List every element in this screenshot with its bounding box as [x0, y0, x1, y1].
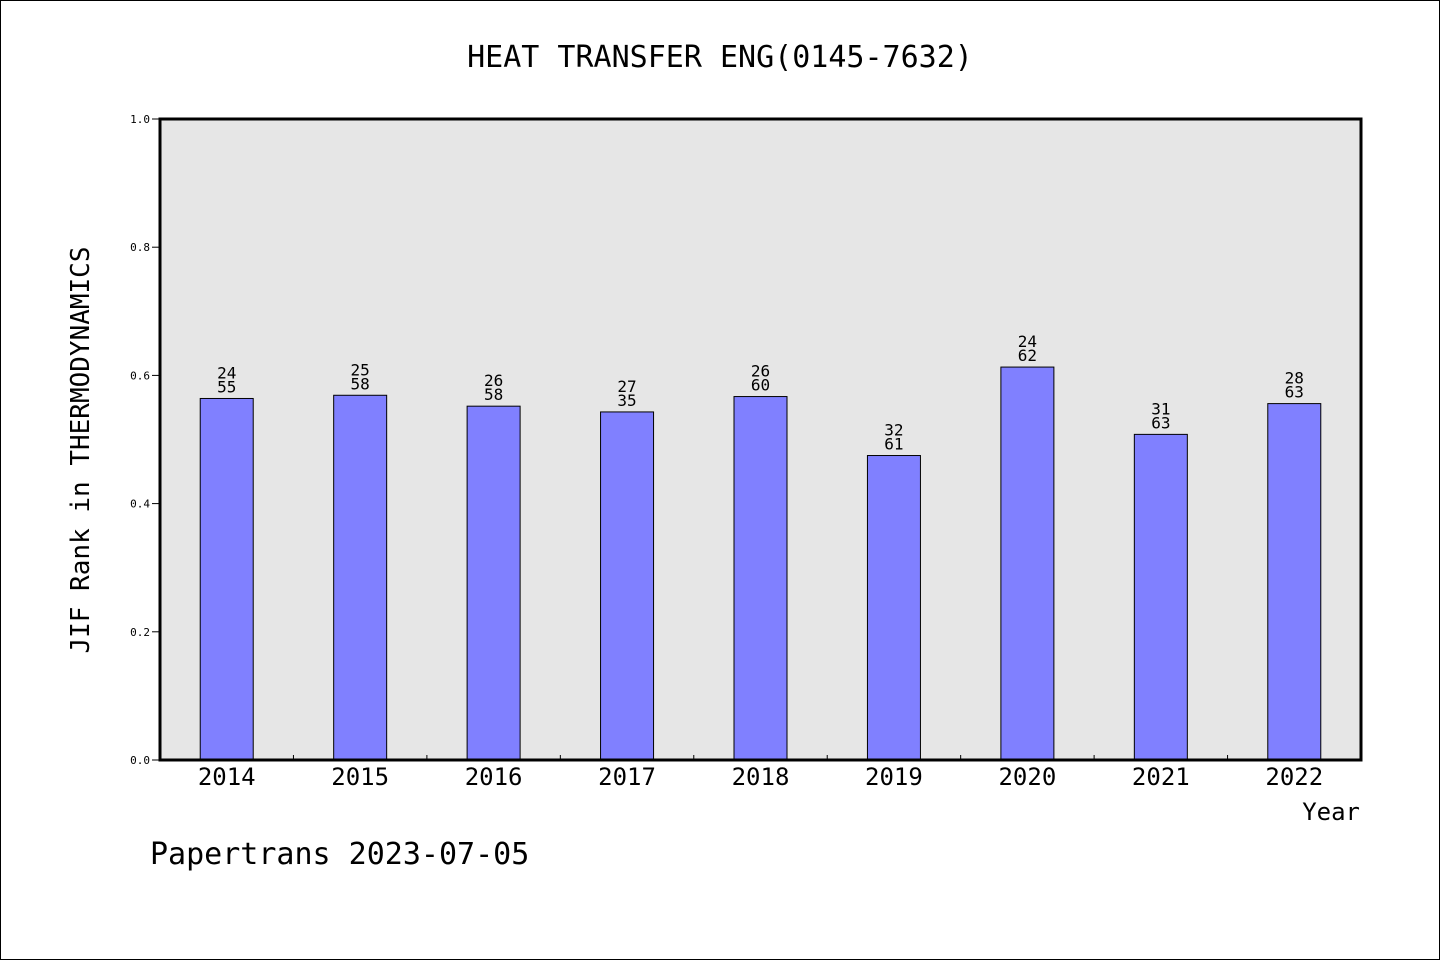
bar-total-label: 63	[1285, 383, 1304, 402]
bar-total-label: 58	[484, 385, 503, 404]
bar-rank-label: 26	[751, 362, 770, 381]
bar-2016	[466, 405, 521, 761]
bar-2022	[1267, 403, 1322, 761]
bar-rank-label: 31	[1151, 399, 1170, 418]
bar-2020	[1000, 366, 1055, 761]
y-tick-label: 1.0	[130, 113, 150, 126]
x-tick-label: 2014	[198, 763, 256, 791]
x-tick-label: 2016	[465, 763, 523, 791]
x-tick-label: 2021	[1132, 763, 1190, 791]
bar-total-label: 60	[751, 376, 770, 395]
bar-2017	[600, 411, 655, 761]
bar-rank-label: 25	[351, 360, 370, 379]
y-tick-label: 0.4	[130, 498, 150, 511]
x-tick-label: 2020	[998, 763, 1056, 791]
y-axis-label: JIF Rank in THERMODYNAMICS	[66, 247, 96, 654]
bar-total-label: 58	[351, 374, 370, 393]
x-axis-ticks: 2014 2015 2016 2017 2018 2019 2020 2021 2022	[198, 755, 1323, 791]
bar-2021	[1133, 433, 1188, 761]
bar-2015	[333, 394, 388, 761]
bar-rank-label: 24	[1018, 332, 1037, 351]
x-tick-label: 2019	[865, 763, 923, 791]
bar-total-label: 55	[217, 377, 236, 396]
y-tick-label: 0.8	[130, 241, 150, 254]
bar-rank-label: 24	[217, 363, 236, 382]
x-tick-label: 2015	[331, 763, 389, 791]
bar-2014	[199, 397, 254, 761]
bar-total-label: 35	[617, 391, 636, 410]
y-tick-label: 0.6	[130, 369, 150, 382]
bar-rank-label: 32	[884, 421, 903, 440]
y-axis-ticks: 0.0 0.2 0.4 0.6 0.8 1.0	[130, 113, 160, 767]
x-tick-label: 2017	[598, 763, 656, 791]
bar-2018	[733, 396, 788, 761]
y-tick-label: 0.2	[130, 626, 150, 639]
bar-rank-label: 28	[1285, 369, 1304, 388]
bars-group	[199, 366, 1322, 761]
bar-total-label: 61	[884, 435, 903, 454]
bar-rank-label: 27	[617, 377, 636, 396]
x-tick-label: 2018	[732, 763, 790, 791]
bar-total-label: 62	[1018, 346, 1037, 365]
plot-border	[158, 117, 1363, 762]
chart-title: HEAT TRANSFER ENG(0145-7632)	[467, 40, 973, 75]
bar-2019	[866, 455, 921, 761]
x-axis-label: Year	[1302, 798, 1360, 826]
bar-total-label: 63	[1151, 413, 1170, 432]
y-tick-label: 0.0	[130, 754, 150, 767]
footer-text: Papertrans 2023-07-05	[150, 837, 529, 872]
bar-rank-label: 26	[484, 371, 503, 390]
x-tick-label: 2022	[1265, 763, 1323, 791]
